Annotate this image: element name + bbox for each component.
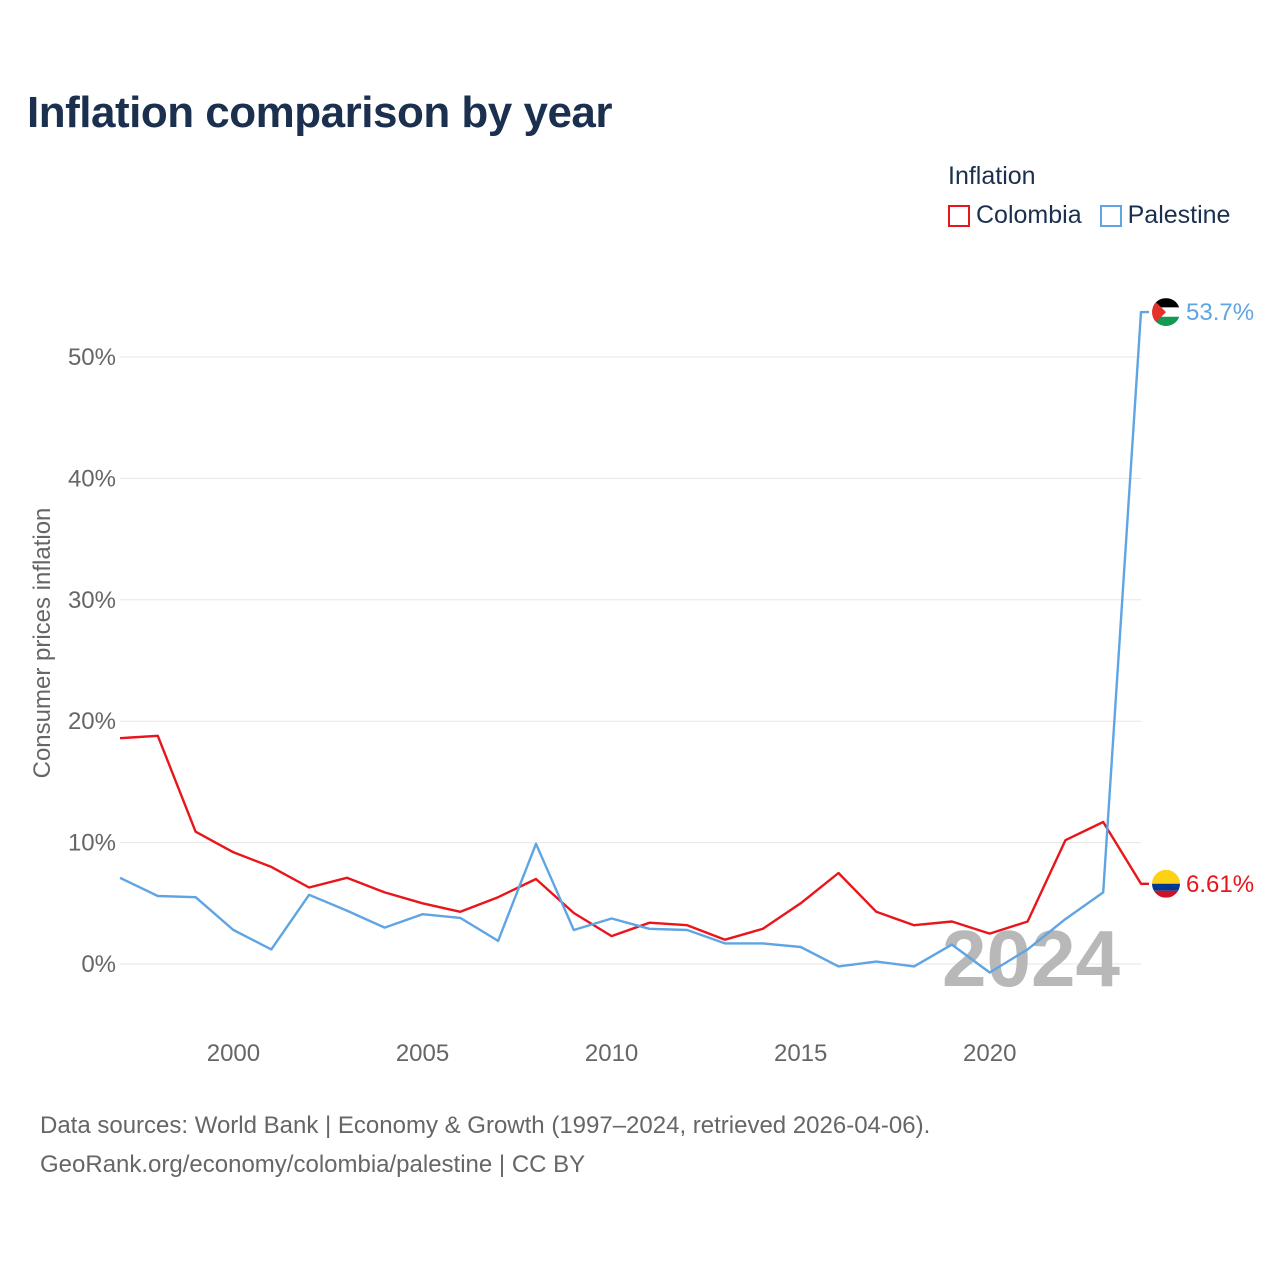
legend-swatch-colombia: [948, 204, 970, 227]
y-tick-label: 20%: [68, 708, 116, 735]
x-tick-label: 2015: [774, 1040, 827, 1067]
grid-lines: [120, 356, 1141, 965]
y-tick-label: 30%: [68, 587, 116, 614]
legend-label-palestine: Palestine: [1127, 201, 1231, 229]
legend-item-palestine[interactable]: Palestine: [1099, 201, 1231, 230]
chart-title: Inflation comparison by year: [27, 88, 613, 137]
series-line-palestine[interactable]: [119, 310, 1149, 974]
legend-item-colombia[interactable]: Colombia: [948, 201, 1082, 230]
end-label-colombia: 6.61%: [1186, 871, 1254, 898]
legend-title: Inflation: [948, 162, 1036, 190]
legend-label-colombia: Colombia: [976, 201, 1082, 229]
x-tick-label: 2010: [585, 1040, 638, 1067]
source-line-1: Data sources: World Bank | Economy & Gro…: [40, 1112, 931, 1139]
source-line-2[interactable]: GeoRank.org/economy/colombia/palestine |…: [40, 1151, 586, 1178]
y-tick-label: 40%: [68, 465, 116, 492]
end-labels: 6.61% 53.7%: [1186, 299, 1254, 898]
series-line-colombia[interactable]: [119, 734, 1149, 941]
y-axis-label: Consumer prices inflation: [29, 508, 56, 779]
y-tick-label: 10%: [68, 830, 116, 857]
series-lines: [119, 310, 1149, 974]
legend: Inflation Colombia Palestine: [948, 162, 1230, 230]
colombia-flag-icon: [1152, 869, 1180, 898]
x-tick-label: 2020: [963, 1040, 1016, 1067]
palestine-flag-icon: [1152, 298, 1180, 327]
end-label-palestine: 53.7%: [1186, 299, 1254, 326]
y-tick-label: 50%: [68, 344, 116, 371]
legend-swatch-palestine: [1099, 204, 1122, 227]
y-tick-label: 0%: [81, 951, 116, 978]
end-flags: [1152, 298, 1180, 898]
x-tick-label: 2005: [396, 1040, 449, 1067]
y-axis-ticks: 0% 10% 20% 30% 40% 50%: [68, 344, 116, 978]
x-axis-ticks: 2000 2005 2010 2015 2020: [207, 1040, 1017, 1067]
line-chart: 0% 10% 20% 30% 40% 50% 2000 2005 2010 2015 2020 C…: [29, 298, 1254, 1067]
source-note: Data sources: World Bank | Economy & Gro…: [40, 1106, 930, 1184]
x-tick-label: 2000: [207, 1040, 260, 1067]
